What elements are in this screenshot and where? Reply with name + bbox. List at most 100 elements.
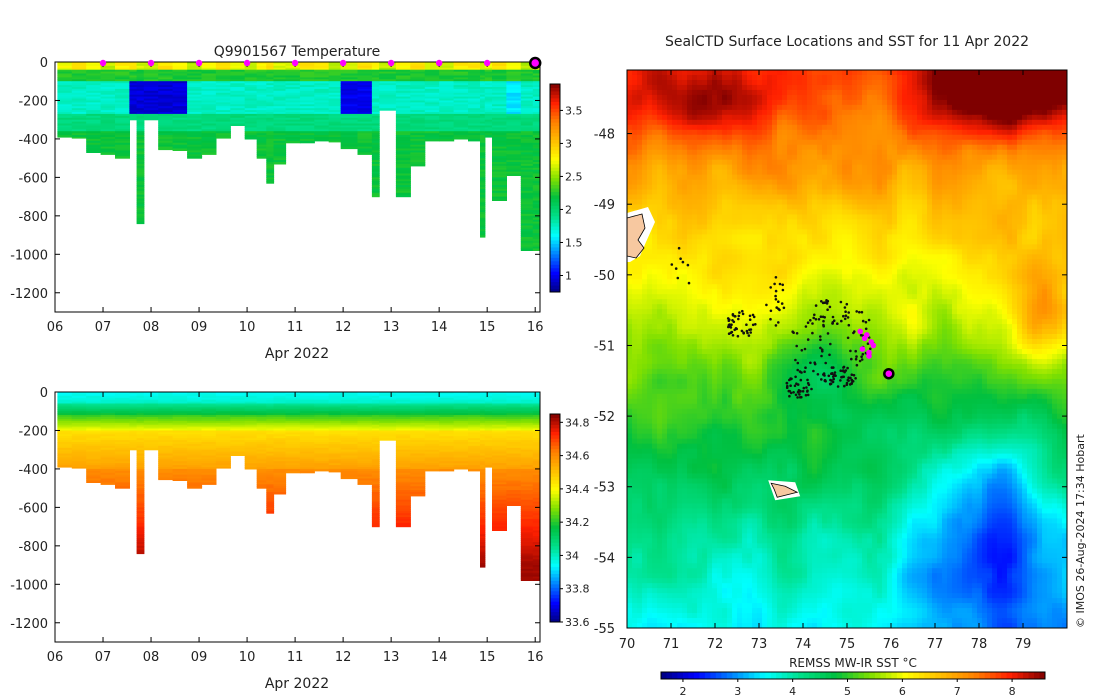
section-cell [187, 476, 203, 480]
sst-cell [777, 89, 783, 96]
section-cell [230, 123, 246, 126]
sst-cell [922, 94, 928, 101]
sst-cell [1062, 94, 1067, 101]
sst-cell [707, 109, 713, 116]
section-cell [215, 430, 231, 433]
section-cell [285, 418, 301, 422]
sst-cell [847, 94, 853, 101]
sst-cell [717, 70, 723, 76]
sst-cell [787, 94, 793, 101]
section-cell [57, 69, 73, 73]
section-cell [379, 92, 397, 96]
section-cell [480, 420, 486, 424]
section-cell [299, 395, 315, 399]
section-cell [340, 397, 359, 401]
section-cell [379, 411, 397, 414]
section-cell [520, 140, 534, 144]
section-cell [215, 434, 231, 437]
section-cell [57, 63, 73, 67]
section-cell [244, 440, 258, 443]
section-cell [492, 115, 507, 119]
section-cell [328, 470, 342, 473]
section-cell [172, 449, 188, 453]
section-cell [506, 443, 522, 447]
section-cell [86, 424, 102, 428]
section-cell [136, 221, 145, 225]
section-cell [86, 77, 102, 80]
colorbar-swatch [550, 559, 560, 564]
section-cell [520, 75, 534, 78]
section-cell [520, 87, 534, 90]
section-cell [520, 194, 534, 198]
sst-cell [732, 84, 738, 91]
section-cell [172, 148, 188, 151]
section-cell [143, 409, 159, 412]
sst-cell [702, 114, 708, 121]
section-cell [468, 96, 481, 100]
section-cell [532, 102, 540, 105]
section-cell [379, 422, 397, 426]
section-cell [100, 121, 116, 125]
sst-cell [902, 109, 908, 116]
section-cell [410, 119, 426, 123]
section-cell [86, 455, 102, 458]
sst-cell [802, 74, 808, 81]
section-cell [480, 415, 486, 418]
section-cell [357, 428, 373, 431]
colorbar-swatch [550, 570, 560, 574]
section-cell [520, 526, 534, 530]
section-cell [395, 96, 411, 100]
colorbar-swatch [550, 94, 560, 99]
section-cell [468, 434, 481, 437]
section-cell [439, 113, 455, 117]
sst-cell [697, 99, 703, 106]
section-cell [266, 79, 275, 82]
section-cell [492, 125, 507, 128]
section-cell [136, 65, 145, 69]
section-cell [71, 426, 87, 430]
section-cell [256, 418, 267, 422]
section-cell [57, 102, 73, 105]
section-cell [244, 420, 258, 424]
section-cell [480, 518, 486, 522]
sst-cell [937, 99, 943, 106]
sst-cell [782, 94, 788, 101]
section-cell [480, 463, 486, 466]
section-cell [256, 137, 267, 140]
section-cell [100, 463, 116, 466]
sst-cell [1027, 109, 1033, 116]
section-cell [71, 121, 87, 125]
section-cell [273, 62, 287, 65]
section-cell [439, 137, 455, 140]
x-tick-label: 10 [239, 650, 256, 665]
sst-cell [952, 104, 958, 111]
section-cell [328, 125, 342, 128]
sst-cell [1007, 74, 1013, 81]
section-cell [371, 94, 380, 98]
section-cell [129, 428, 138, 431]
section-cell [285, 127, 301, 130]
section-cell [136, 129, 145, 132]
sst-cell [942, 84, 948, 91]
section-cell [172, 428, 188, 431]
section-cell [115, 96, 130, 100]
section-cell [136, 156, 145, 159]
sst-cell [1007, 89, 1013, 96]
section-cell [215, 92, 231, 96]
section-cell [314, 73, 330, 76]
section-cell [285, 108, 301, 111]
section-cell [172, 403, 188, 406]
section-cell [314, 90, 330, 94]
section-cell [371, 117, 380, 121]
section-cell [115, 420, 130, 424]
sst-cell [687, 109, 693, 116]
sst-cell [627, 104, 633, 111]
section-cell [492, 395, 507, 399]
section-cell [506, 501, 522, 505]
section-cell [256, 77, 267, 80]
section-cell [187, 92, 203, 96]
section-cell [520, 407, 534, 410]
section-cell [143, 106, 159, 109]
sst-cell [647, 104, 653, 111]
sst-cell [882, 89, 888, 96]
